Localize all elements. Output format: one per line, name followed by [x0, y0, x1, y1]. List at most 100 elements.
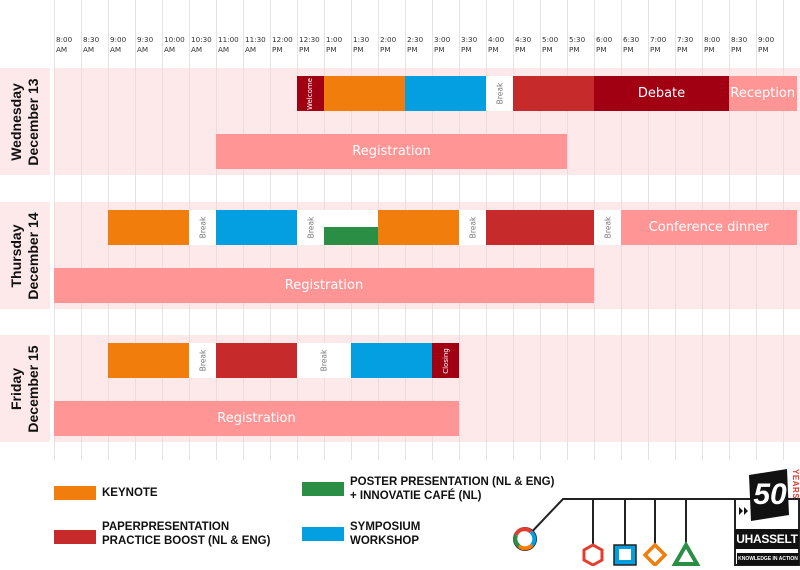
registration-event[interactable]: Registration — [54, 268, 594, 303]
legend-swatch-symposium — [302, 527, 344, 541]
logo-fifty: 50 — [753, 478, 787, 511]
triangle-shape-icon — [671, 541, 701, 566]
time-tick-label: 5:30 PM — [569, 35, 585, 55]
tick-time: 1:30 — [353, 35, 370, 44]
grid-line — [243, 335, 244, 442]
break-event[interactable]: Break — [189, 210, 216, 245]
break-event[interactable]: Break — [297, 210, 324, 245]
grid-line — [459, 68, 460, 175]
break-event[interactable]: Break — [594, 210, 621, 245]
grid-line — [540, 335, 541, 442]
break-event[interactable]: Break — [297, 343, 351, 378]
event-label: Break — [198, 216, 207, 239]
break-event[interactable]: Break — [189, 343, 216, 378]
grid-line — [324, 202, 325, 309]
event-label: Break — [306, 216, 315, 239]
grid-line — [243, 202, 244, 309]
circle-shape-icon — [513, 527, 537, 551]
time-tick-label: 4:30 PM — [515, 35, 531, 55]
time-tick-label: 1:00 PM — [326, 35, 342, 55]
grid-line — [378, 335, 379, 442]
symposium-event[interactable] — [216, 210, 297, 245]
poster-event[interactable] — [324, 227, 378, 245]
legend-label-keynote: KEYNOTE — [102, 486, 158, 500]
tick-ampm: PM — [272, 45, 283, 54]
event-label: Welcome — [306, 77, 315, 110]
time-tick-label: 9:00 AM — [110, 35, 126, 55]
time-tick-label: 4:00 PM — [488, 35, 504, 55]
keynote-event[interactable] — [108, 343, 189, 378]
grid-line — [324, 68, 325, 175]
diamond-shape-icon — [642, 542, 668, 568]
grid-line — [135, 202, 136, 309]
tick-ampm: AM — [110, 45, 122, 54]
time-tick-label: 11:30 AM — [245, 35, 266, 55]
grid-line — [378, 202, 379, 309]
break-event[interactable]: Break — [459, 210, 486, 245]
grid-line — [513, 68, 514, 175]
hexagon-shape-icon — [582, 543, 604, 567]
tick-ampm: AM — [218, 45, 230, 54]
grid-line — [729, 335, 730, 442]
grid-line — [594, 335, 595, 442]
tick-ampm: PM — [677, 45, 688, 54]
legend-line: WORKSHOP — [350, 535, 419, 547]
time-tick-label: 8:30 AM — [83, 35, 99, 55]
grid-line — [108, 68, 109, 175]
break-event[interactable]: Break — [486, 76, 513, 111]
time-tick-label: 10:00 AM — [164, 35, 185, 55]
grid-line — [270, 68, 271, 175]
paper-event[interactable] — [513, 76, 594, 111]
tick-time: 10:00 — [164, 35, 185, 44]
grid-line — [216, 202, 217, 309]
tick-time: 10:30 — [191, 35, 212, 44]
tick-time: 6:30 — [623, 35, 640, 44]
grid-line — [189, 68, 190, 175]
tick-ampm: PM — [407, 45, 418, 54]
paper-event[interactable] — [216, 343, 297, 378]
welcome-event[interactable]: Welcome — [297, 76, 324, 111]
registration-event[interactable]: Registration — [216, 134, 567, 169]
grid-line — [702, 335, 703, 442]
event-label: Break — [603, 216, 612, 239]
reception-event[interactable]: Reception — [729, 76, 797, 111]
time-tick-label: 12:00 PM — [272, 35, 293, 55]
registration-event[interactable]: Registration — [54, 401, 459, 436]
tick-ampm: AM — [83, 45, 95, 54]
event-label: Registration — [352, 144, 431, 159]
symposium-event[interactable] — [405, 76, 486, 111]
tick-time: 6:00 — [596, 35, 613, 44]
grid-line — [297, 335, 298, 442]
time-tick-label: 9:30 AM — [137, 35, 153, 55]
tick-ampm: AM — [164, 45, 176, 54]
grid-line — [621, 68, 622, 175]
symposium-event[interactable] — [351, 343, 432, 378]
day-label-text: Friday December 15 — [8, 345, 42, 432]
forward-arrow-icon — [739, 507, 743, 515]
closing-event[interactable]: Closing — [432, 343, 459, 378]
grid-line — [486, 335, 487, 442]
tick-time: 7:30 — [677, 35, 694, 44]
tick-ampm: AM — [191, 45, 203, 54]
keynote-event[interactable] — [378, 210, 459, 245]
grid-line — [189, 202, 190, 309]
tick-ampm: PM — [650, 45, 661, 54]
keynote-event[interactable] — [324, 76, 405, 111]
tick-time: 9:00 — [110, 35, 127, 44]
tick-ampm: PM — [542, 45, 553, 54]
debate-event[interactable]: Debate — [594, 76, 729, 111]
legend-label-paper: PAPERPRESENTATION PRACTICE BOOST (NL & E… — [102, 520, 270, 548]
grid-line — [270, 202, 271, 309]
time-tick-label: 12:30 PM — [299, 35, 320, 55]
time-tick-label: 1:30 PM — [353, 35, 369, 55]
time-tick-label: 5:00 PM — [542, 35, 558, 55]
tick-time: 11:00 — [218, 35, 239, 44]
grid-line — [324, 335, 325, 442]
tick-time: 7:00 — [650, 35, 667, 44]
conference-dinner-event[interactable]: Conference dinner — [621, 210, 797, 245]
paper-event[interactable] — [486, 210, 594, 245]
tick-ampm: PM — [515, 45, 526, 54]
keynote-event[interactable] — [108, 210, 189, 245]
grid-line — [594, 68, 595, 175]
grid-line — [756, 202, 757, 309]
